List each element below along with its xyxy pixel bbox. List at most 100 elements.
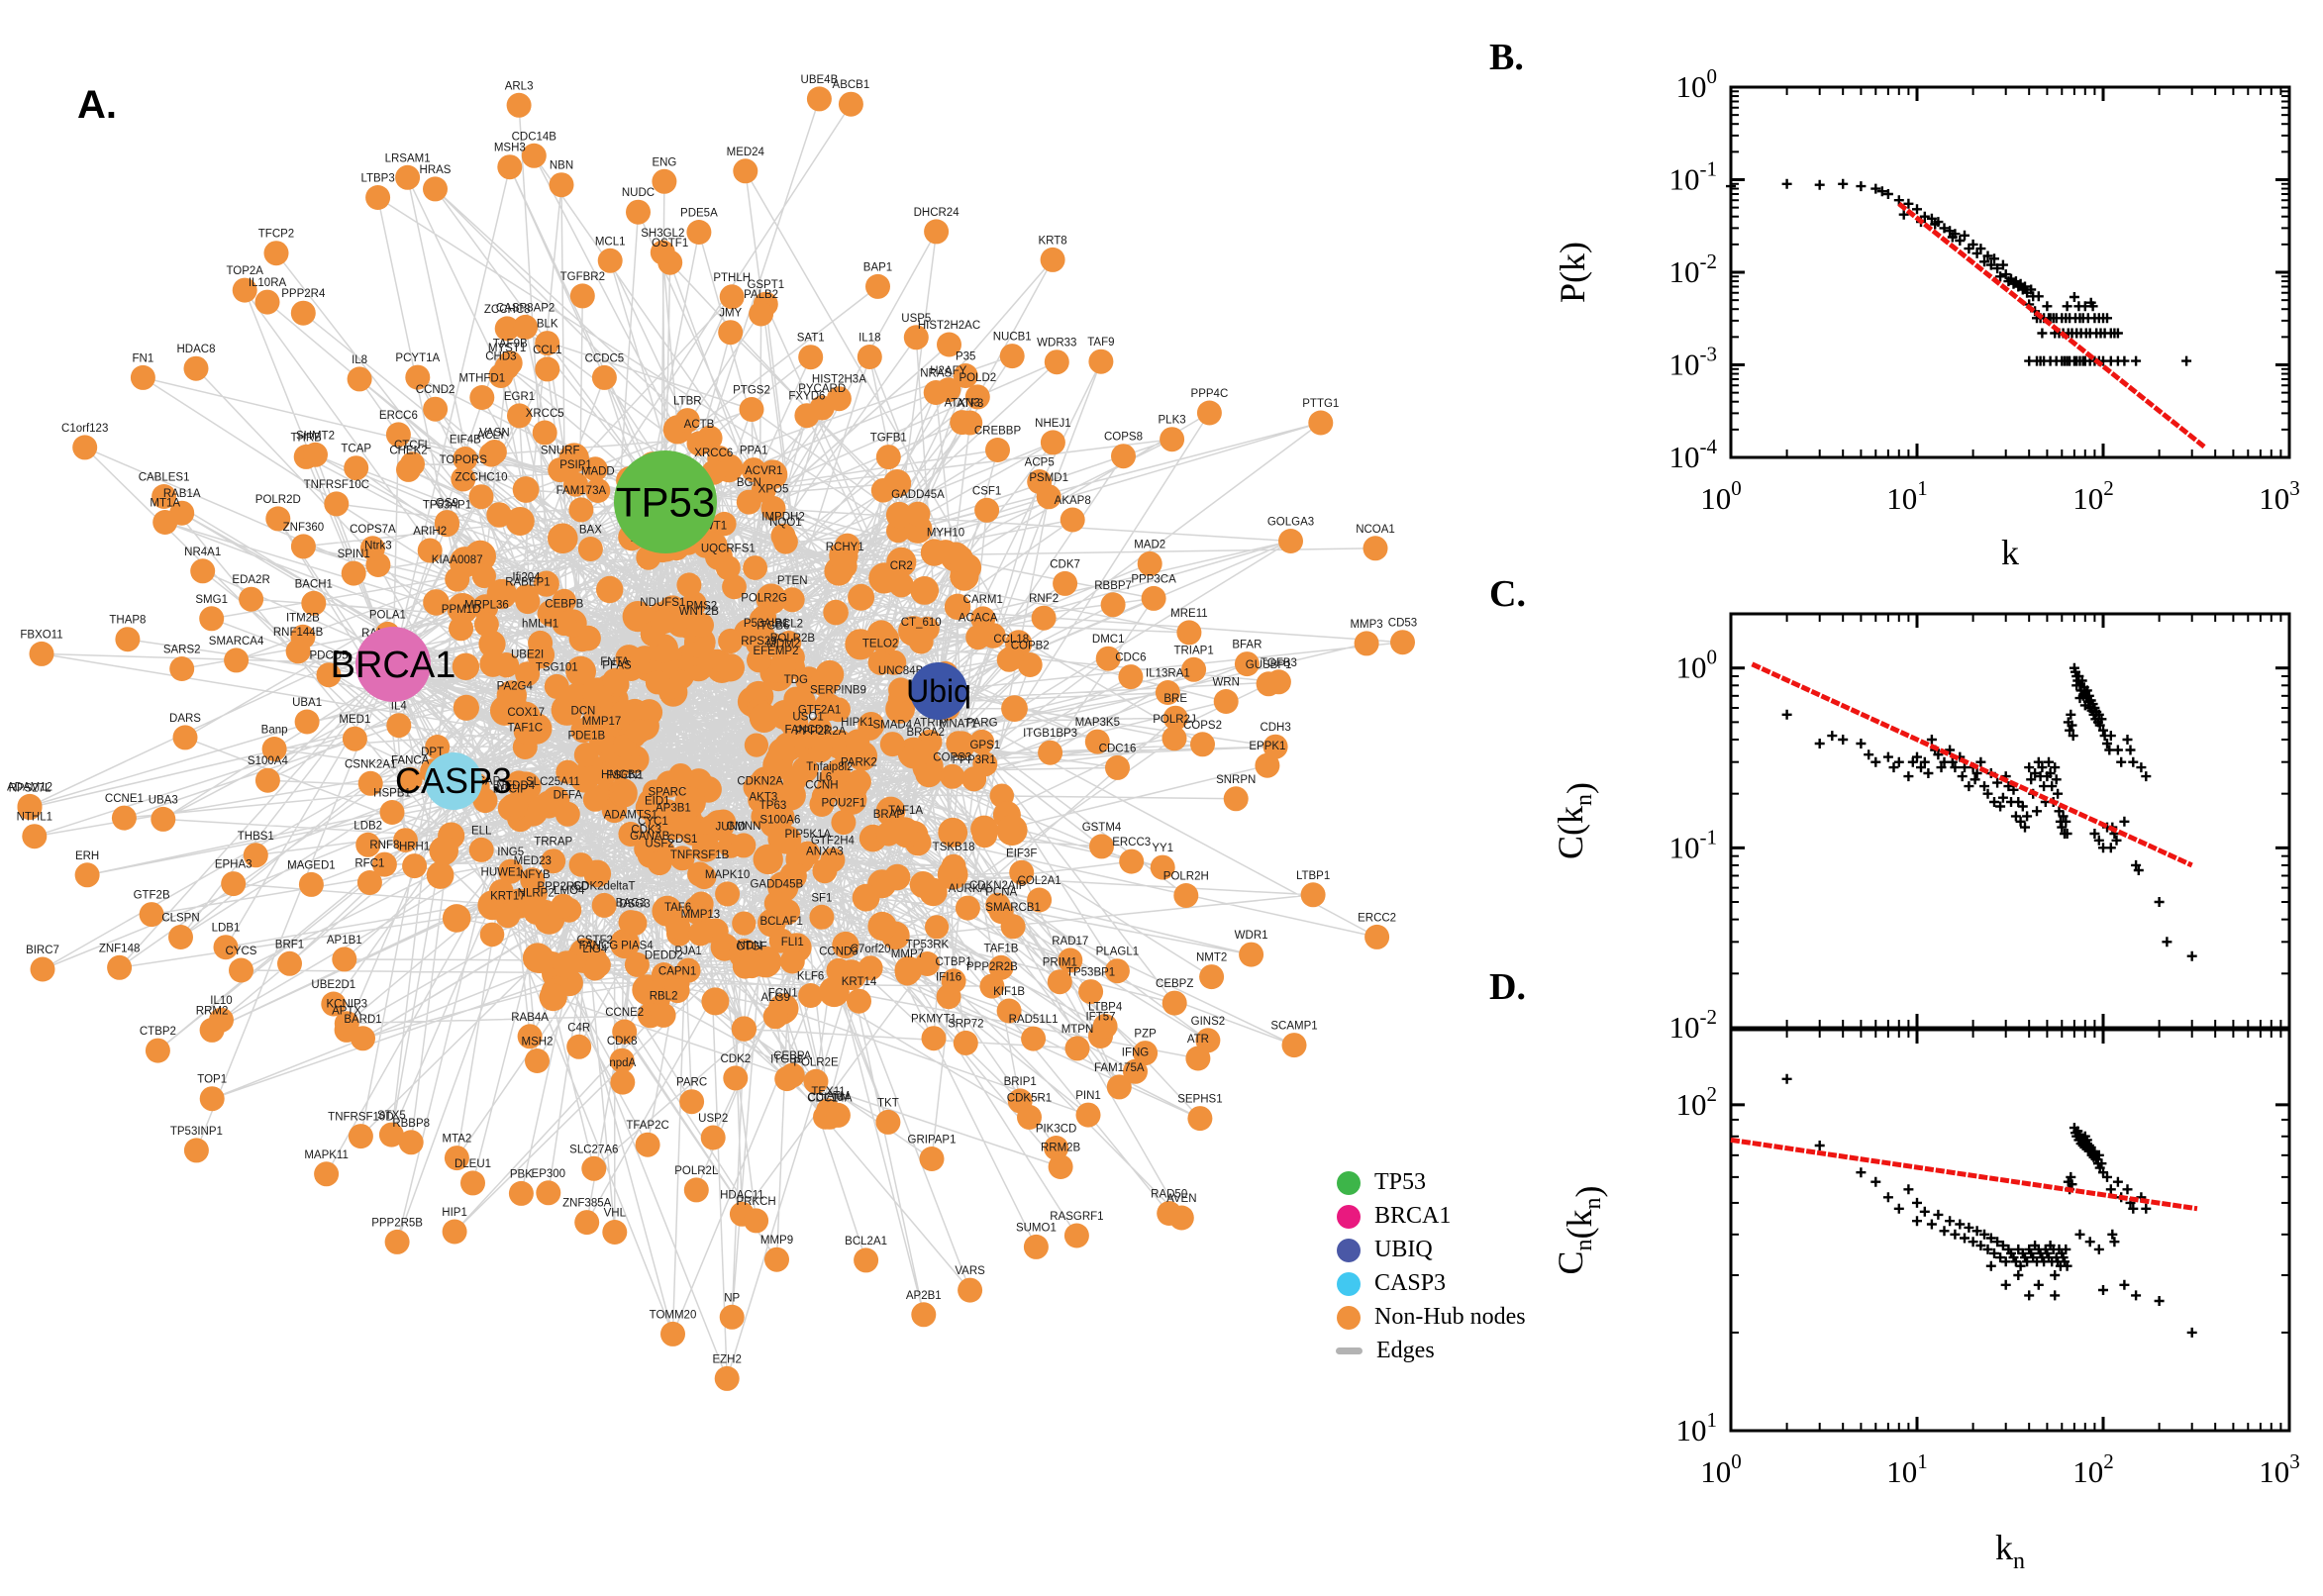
node-label: EFEMP2 xyxy=(753,646,798,657)
node-label: UBA1 xyxy=(292,697,322,709)
non-hub-node xyxy=(811,784,837,810)
node-label: PBK xyxy=(510,1168,533,1180)
node-label: CSF1 xyxy=(972,485,1001,497)
non-hub-node xyxy=(969,729,995,754)
non-hub-node xyxy=(767,827,793,851)
legend-label: Non-Hub nodes xyxy=(1374,1304,1526,1330)
node-label: KLF6 xyxy=(797,971,825,983)
node-label: CASP8AP2 xyxy=(496,302,555,314)
node-label: SARS2 xyxy=(163,645,201,656)
tick-label: 10-4 xyxy=(1669,435,1718,474)
non-hub-node xyxy=(888,572,914,598)
non-hub-node xyxy=(691,834,721,862)
non-hub-node xyxy=(243,843,268,868)
node-label: MTA2 xyxy=(442,1134,471,1146)
non-hub-node xyxy=(199,1086,225,1112)
non-hub-node xyxy=(468,484,494,510)
node-label: SLC27A6 xyxy=(569,1144,618,1155)
non-hub-node xyxy=(183,355,209,381)
non-hub-node xyxy=(722,574,747,600)
non-hub-node xyxy=(752,605,777,630)
non-hub-node xyxy=(172,725,198,750)
node-label: RAD17 xyxy=(1052,936,1088,948)
non-hub-node xyxy=(290,534,316,559)
non-hub-node xyxy=(946,731,971,756)
node-label: PKMYT1 xyxy=(911,1014,957,1026)
node-label: COPS8 xyxy=(1104,432,1143,444)
ubiq-hub-swatch-icon xyxy=(1337,1238,1361,1262)
non-hub-node xyxy=(1133,1041,1159,1066)
non-hub-node xyxy=(999,344,1025,369)
node-label: LTBP3 xyxy=(360,173,394,185)
non-hub-node xyxy=(1278,529,1303,553)
node-label: C1orf123 xyxy=(61,423,108,435)
non-hub-node xyxy=(996,998,1022,1024)
node-label: NDUFS1 xyxy=(640,597,685,609)
node-label: NFYB xyxy=(520,869,551,881)
node-label: CCDC5 xyxy=(585,352,625,364)
node-label: MT1A xyxy=(150,498,180,510)
non-hub-node xyxy=(152,484,177,509)
node-label: IFT57 xyxy=(1085,1012,1115,1024)
node-label: TOP1 xyxy=(197,1074,227,1086)
node-label: CCND3 xyxy=(819,946,858,957)
node-label: ELL xyxy=(471,825,492,837)
non-hub-node xyxy=(925,915,950,940)
node-label: PPP4C xyxy=(1191,388,1229,400)
node-label: CDH3 xyxy=(1260,722,1290,734)
non-hub-node xyxy=(650,240,675,265)
node-label: TFCP2 xyxy=(258,229,294,241)
node-label: CSNK2A1 xyxy=(345,758,396,770)
non-hub-node xyxy=(1199,964,1225,990)
node-label: EP300 xyxy=(532,1168,566,1180)
node-label: PARG xyxy=(966,717,998,729)
non-hub-node xyxy=(1187,1106,1213,1132)
non-hub-node xyxy=(539,983,567,1012)
non-hub-node xyxy=(795,724,821,749)
node-label: GPS1 xyxy=(969,740,1000,751)
node-label: PPP2R5B xyxy=(371,1217,423,1229)
node-label: XRCC6 xyxy=(694,448,733,459)
node-label: PIN1 xyxy=(1075,1090,1101,1102)
non-hub-node xyxy=(645,670,670,695)
node-label: CCL1 xyxy=(533,345,561,356)
non-hub-node xyxy=(371,851,397,877)
node-label: CDKN2A xyxy=(737,775,783,787)
node-label: PDCD5 xyxy=(310,650,349,662)
non-hub-node xyxy=(699,814,725,840)
node-label: ANXA3 xyxy=(806,847,844,858)
non-hub-node xyxy=(553,950,581,979)
node-label: BCLAF1 xyxy=(759,916,802,928)
node-label: RBBP7 xyxy=(1094,580,1132,592)
node-label: PTEN xyxy=(777,575,808,587)
node-label: PTTG1 xyxy=(1302,398,1339,410)
node-label: ERCC2 xyxy=(1358,912,1396,924)
node-label: C7orf20 xyxy=(851,944,891,955)
non-hub-node xyxy=(581,1155,607,1181)
non-hub-node xyxy=(875,1109,901,1135)
non-hub-node xyxy=(609,1047,635,1073)
non-hub-node xyxy=(1001,695,1028,722)
node-label: CARM1 xyxy=(963,594,1003,606)
node-label: CDC16 xyxy=(1099,743,1137,754)
non-hub-node xyxy=(566,1034,592,1059)
node-label: ATRIP xyxy=(913,717,946,729)
non-hub-node xyxy=(751,477,776,503)
non-hub-node xyxy=(998,646,1024,671)
legend-row: Edges xyxy=(1336,1338,1526,1363)
node-label: PA2G4 xyxy=(497,681,534,693)
non-hub-node xyxy=(764,1247,789,1272)
non-hub-node xyxy=(1104,958,1130,984)
non-hub-node xyxy=(743,555,767,580)
node-label: NMT2 xyxy=(1196,952,1227,964)
non-hub-node xyxy=(723,1065,749,1091)
non-hub-node xyxy=(635,1132,660,1157)
non-hub-node xyxy=(812,858,838,884)
non-hub-node xyxy=(652,168,677,194)
node-label: NTHL1 xyxy=(17,812,52,824)
node-label: PPA1 xyxy=(740,446,768,457)
node-label: LTBR xyxy=(673,396,702,408)
node-label: TAF1B xyxy=(984,943,1019,954)
non-hub-node xyxy=(472,788,498,814)
chart-C: 100 10-1 10-2 C(kn) xyxy=(1551,612,2291,1045)
